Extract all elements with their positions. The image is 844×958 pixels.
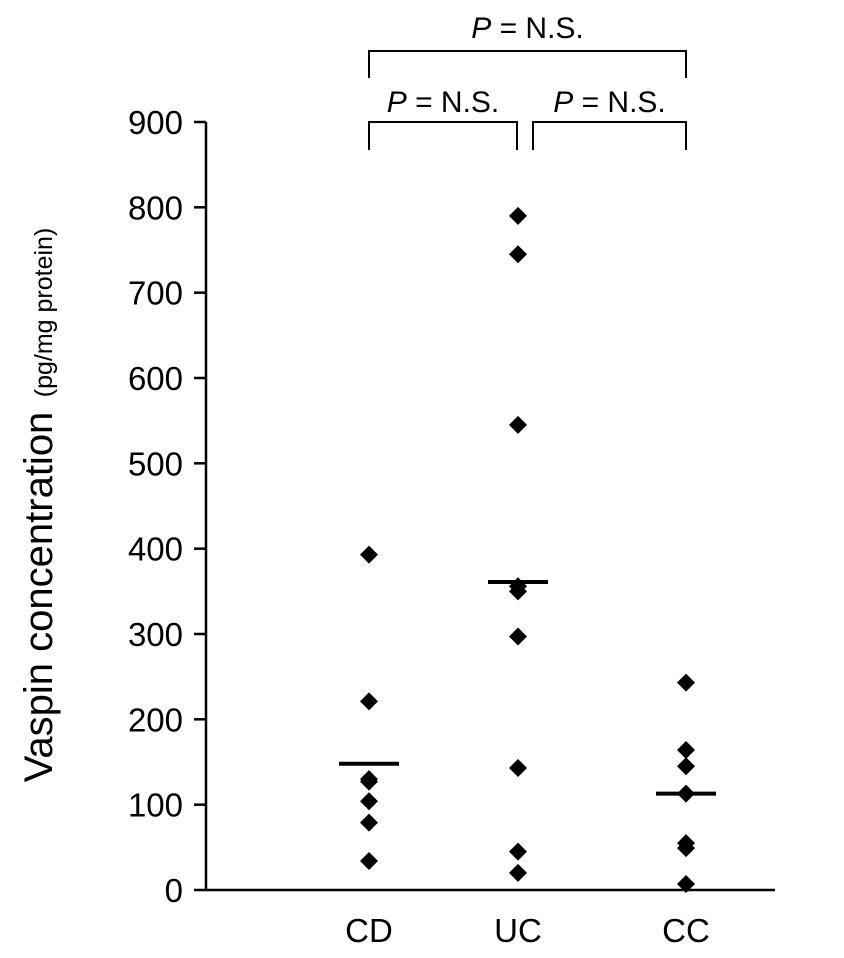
data-point-diamond	[509, 207, 527, 225]
y-tick-label: 200	[128, 701, 183, 738]
x-category-label: CD	[345, 912, 393, 949]
data-point-diamond	[360, 773, 378, 791]
y-axis-title: Vaspin concentration (pg/mg protein)	[17, 228, 61, 783]
significance-brackets: P = N.S. P = N.S.P = N.S.	[369, 12, 686, 150]
data-point-diamond	[677, 757, 695, 775]
y-tick-label: 100	[128, 787, 183, 824]
x-category-label: UC	[494, 912, 542, 949]
y-axis: 0 100 200 300 400 500 600 700 800 900	[128, 104, 206, 909]
y-tick-label: 800	[128, 189, 183, 226]
x-category-label: CC	[662, 912, 710, 949]
data-point-diamond	[509, 628, 527, 646]
data-point-diamond	[509, 864, 527, 882]
y-tick-label: 900	[128, 104, 183, 141]
p-symbol: P	[387, 86, 407, 119]
p-value-text: = N.S.	[573, 86, 666, 119]
significance-label: P = N.S.	[553, 86, 666, 119]
p-symbol: P	[471, 12, 491, 45]
data-point-diamond	[360, 546, 378, 564]
data-point-diamond	[360, 792, 378, 810]
data-point-diamond	[360, 814, 378, 832]
data-point-diamond	[677, 741, 695, 759]
y-tick-label: 300	[128, 616, 183, 653]
p-symbol: P	[553, 86, 573, 119]
y-tick-label: 500	[128, 445, 183, 482]
y-axis-title-main: Vaspin concentration	[17, 412, 61, 783]
significance-bracket	[369, 51, 686, 78]
p-value-text: = N.S.	[491, 12, 584, 45]
significance-label: P = N.S.	[387, 86, 500, 119]
data-point-diamond	[509, 759, 527, 777]
y-tick-label: 700	[128, 275, 183, 312]
x-axis: CD UC CC	[206, 890, 775, 949]
data-point-diamond	[360, 852, 378, 870]
y-tick-label: 600	[128, 360, 183, 397]
data-point-diamond	[360, 692, 378, 710]
y-axis-title-unit: (pg/mg protein)	[30, 228, 58, 398]
y-tick-label: 0	[165, 872, 183, 909]
data-point-diamond	[509, 416, 527, 434]
p-value-text: = N.S.	[407, 86, 500, 119]
median-lines	[339, 582, 716, 794]
data-points	[360, 207, 695, 893]
significance-label: P = N.S.	[471, 12, 584, 45]
data-point-diamond	[677, 674, 695, 692]
data-point-diamond	[509, 245, 527, 263]
data-point-diamond	[509, 843, 527, 861]
significance-bracket	[533, 122, 686, 150]
significance-bracket	[369, 122, 517, 150]
y-tick-label: 400	[128, 531, 183, 568]
